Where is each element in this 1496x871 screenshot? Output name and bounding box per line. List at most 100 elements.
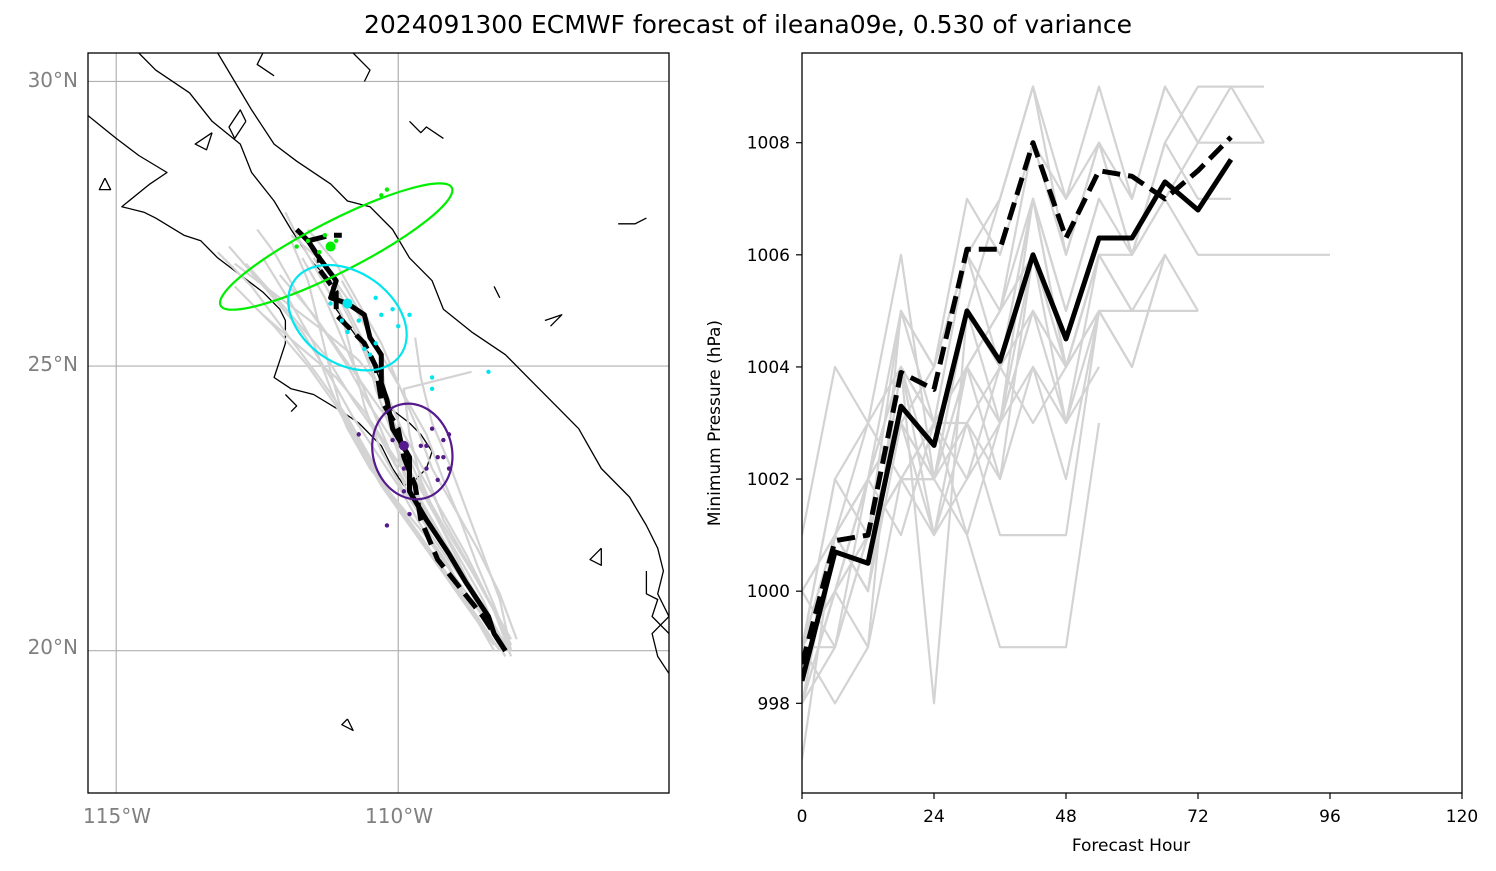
member-point-h48-12 — [429, 375, 435, 380]
y-tick-label-5: 1008 — [747, 134, 790, 154]
member-point-h72-7 — [441, 454, 446, 460]
member-point-h72-10 — [384, 523, 390, 528]
map-content — [88, 53, 669, 732]
member-point-h24-5 — [305, 238, 311, 244]
pressure-member-13 — [802, 310, 1101, 704]
member-point-h48-11 — [429, 386, 435, 392]
x-tick-label-0: 0 — [797, 807, 808, 827]
member-positions — [294, 187, 491, 528]
member-point-h72-5 — [356, 432, 361, 437]
pressure-panel: 0 24 48 72 96 120 998 1000 1002 1004 1006 1008 Fore… — [705, 52, 1478, 856]
coastline-8 — [618, 217, 647, 225]
member-point-h48-10 — [362, 346, 367, 352]
coastline-14 — [645, 571, 669, 635]
member-point-h48-9 — [407, 312, 412, 318]
member-point-h72-1 — [418, 443, 424, 448]
member-point-h48-14 — [356, 318, 361, 323]
pressure-frame — [801, 52, 1463, 794]
member-point-h48-5 — [339, 318, 345, 323]
track-map-panel: 30°N 25°N 20°N 115°W 110°W — [28, 52, 670, 828]
coastline-7 — [98, 177, 112, 191]
coastline-2 — [256, 53, 275, 77]
ensemble-track-18 — [290, 240, 501, 652]
member-point-h24-0 — [322, 232, 328, 238]
coastline-10 — [544, 314, 563, 327]
x-tick-label-3: 72 — [1187, 807, 1209, 827]
member-point-h48-6 — [373, 295, 378, 300]
pressure-member-7 — [802, 421, 1101, 649]
x-tick-label-1: 24 — [923, 807, 945, 827]
map-tick-labels: 30°N 25°N 20°N 115°W 110°W — [28, 68, 434, 828]
ensemble-track-17 — [261, 257, 512, 652]
map-frame — [87, 52, 670, 794]
y-tick-label-0: 998 — [758, 694, 790, 714]
pressure-ensemble-lines — [802, 85, 1330, 760]
member-point-h24-1 — [294, 244, 299, 249]
pressure-member-6 — [802, 197, 1199, 704]
ellipse-24h — [218, 182, 454, 311]
mean-point-h48 — [342, 298, 353, 309]
figure-title: 2024091300 ECMWF forecast of ileana09e, … — [364, 10, 1132, 39]
ensemble-track-7 — [216, 251, 501, 652]
lat-label-30: 30°N — [28, 68, 78, 92]
pressure-mean-lines — [802, 135, 1234, 682]
y-tick-label-3: 1004 — [747, 358, 790, 378]
pressure-member-18 — [802, 254, 1101, 648]
member-point-h72-13 — [441, 437, 446, 443]
x-tick-label-5: 120 — [1446, 807, 1478, 827]
coastline-5 — [228, 109, 247, 140]
pressure-member-5 — [802, 142, 1199, 649]
member-point-h72-4 — [424, 443, 429, 448]
y-tick-label-2: 1002 — [747, 470, 790, 490]
ellipse-72h — [371, 402, 454, 501]
ellipse-48h — [287, 263, 408, 372]
spread-ellipses — [218, 182, 454, 501]
member-point-h72-2 — [435, 454, 440, 460]
coastline-6 — [194, 132, 213, 151]
member-point-h48-7 — [390, 306, 395, 312]
member-point-h48-13 — [486, 369, 491, 374]
pressure-ticks: 0 24 48 72 96 120 998 1000 1002 1004 1006 1008 — [747, 134, 1478, 827]
x-tick-label-2: 48 — [1055, 807, 1077, 827]
lat-label-20: 20°N — [28, 635, 78, 659]
member-point-h72-12 — [446, 466, 452, 471]
coastline-12 — [341, 718, 354, 732]
ensemble-track-14 — [234, 262, 513, 640]
coastline-11 — [284, 394, 298, 413]
ensemble-track-12 — [256, 228, 501, 640]
mean-tracks — [294, 227, 508, 653]
member-point-h24-3 — [379, 193, 384, 198]
pressure-y-axis-label: Minimum Pressure (hPa) — [705, 320, 725, 526]
member-point-h72-15 — [429, 426, 435, 431]
member-point-h48-2 — [367, 352, 373, 357]
y-tick-label-1: 1000 — [747, 582, 790, 602]
member-point-h24-2 — [333, 238, 339, 244]
member-point-h24-6 — [317, 250, 322, 255]
y-tick-label-4: 1006 — [747, 246, 790, 266]
pressure-mean-dashed — [802, 135, 1233, 665]
member-point-h24-4 — [384, 187, 390, 192]
mean-point-h24 — [325, 241, 336, 252]
mean-point-h72 — [398, 440, 409, 451]
member-point-h72-6 — [446, 432, 452, 437]
mean-track-solid — [294, 227, 508, 653]
member-point-h48-1 — [373, 341, 378, 346]
ensemble-track-10 — [233, 285, 495, 646]
member-point-h48-8 — [328, 301, 333, 306]
member-point-h48-4 — [379, 312, 384, 318]
coastline-4 — [409, 120, 444, 139]
lon-label-110w: 110°W — [365, 804, 433, 828]
member-point-h72-8 — [435, 477, 440, 483]
member-point-h48-0 — [396, 324, 401, 329]
lon-label-115w: 115°W — [83, 804, 151, 828]
pressure-member-1 — [802, 85, 1264, 592]
pressure-x-axis-label: Forecast Hour — [1072, 836, 1190, 856]
ensemble-track-11 — [414, 337, 513, 651]
lat-label-25: 25°N — [28, 352, 78, 376]
member-point-h72-9 — [407, 511, 412, 517]
ensemble-track-5 — [307, 228, 518, 640]
member-point-h72-3 — [401, 466, 407, 471]
coastline-9 — [493, 286, 501, 299]
member-point-h72-0 — [424, 466, 429, 471]
coastline-13 — [589, 547, 602, 566]
